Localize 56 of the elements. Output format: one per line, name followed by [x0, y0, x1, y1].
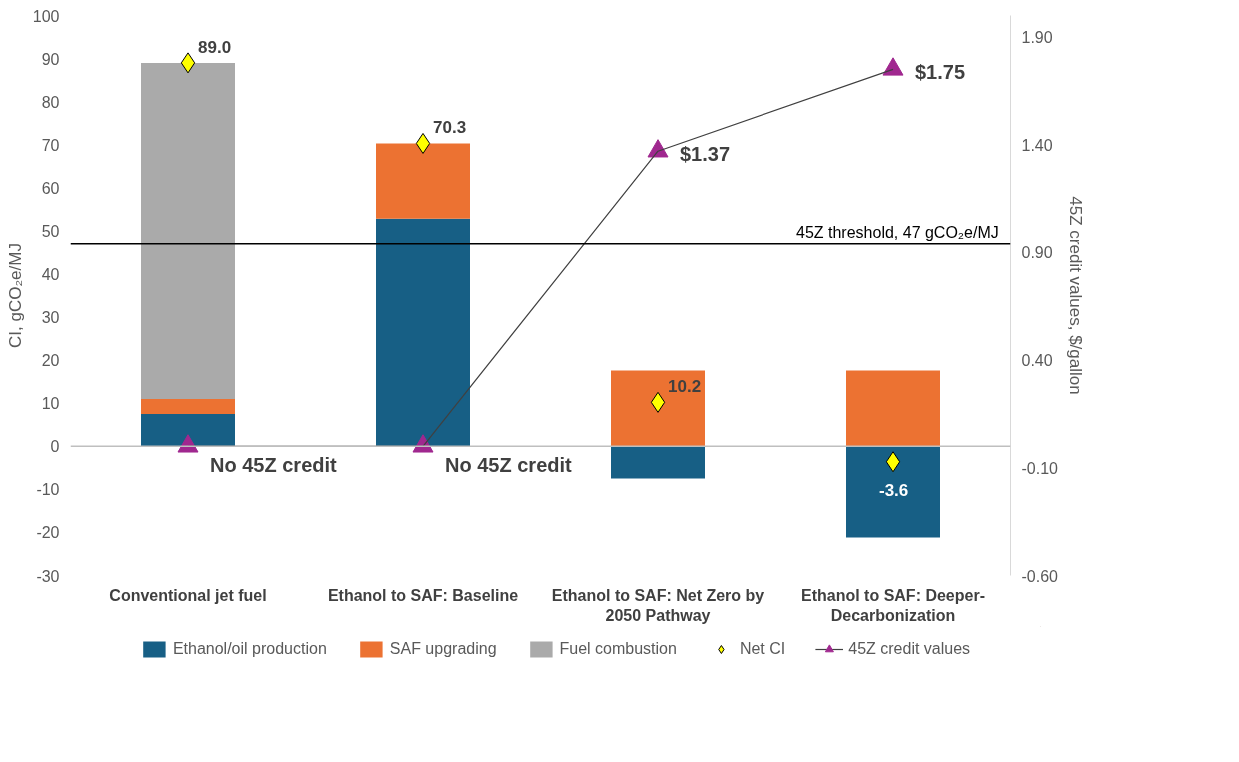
point — [882, 57, 904, 76]
point — [647, 139, 669, 158]
x-tick-label: Ethanol to SAF: Net Zero by 2050 Pathway — [551, 586, 765, 624]
bar — [611, 446, 705, 479]
y-tick-label: 10 — [41, 395, 60, 413]
bar — [611, 370, 705, 447]
data-label: 89.0 — [198, 37, 232, 57]
data-label: -3.6 — [879, 480, 909, 500]
legend-label: 45Z credit values — [848, 639, 971, 658]
y-tick-label: 20 — [41, 352, 60, 370]
y2-axis-title: 45Z credit values, $/gallon — [1065, 196, 1085, 395]
y-tick-label: -10 — [36, 481, 60, 499]
y2-tick-label: 0.40 — [1021, 352, 1053, 370]
y2-tick-label: 1.90 — [1021, 29, 1053, 47]
data-label: 70.3 — [433, 118, 467, 138]
x-tick-label: Ethanol to SAF: Baseline — [327, 586, 519, 604]
y2-tick-label: 1.40 — [1021, 136, 1053, 154]
bar — [846, 446, 940, 538]
legend-label: Ethanol/oil production — [172, 639, 327, 658]
data-label: $1.37 — [680, 143, 731, 166]
y2-tick-label: 0.90 — [1021, 244, 1053, 262]
bar — [376, 143, 470, 219]
y-tick-label: 60 — [41, 179, 60, 197]
y-tick-label: -30 — [36, 567, 60, 585]
point — [180, 52, 196, 74]
bar — [376, 218, 470, 447]
bar — [141, 413, 235, 447]
x-tick-label: Ethanol to SAF: Deeper-Decarbonization — [801, 586, 986, 624]
data-label: No 45Z credit — [445, 454, 573, 477]
data-label: $1.75 — [915, 61, 966, 84]
y-tick-label: 90 — [41, 50, 60, 68]
bar — [141, 398, 235, 414]
y2-tick-label: -0.60 — [1021, 567, 1059, 585]
y-tick-label: 100 — [32, 7, 60, 25]
y-tick-label: 40 — [41, 265, 60, 283]
y-tick-label: 0 — [50, 438, 60, 456]
y-tick-label: 30 — [41, 309, 60, 327]
y-tick-label: 70 — [41, 136, 60, 154]
data-label: No 45Z credit — [210, 454, 338, 477]
x-tick-label: Conventional jet fuel — [109, 586, 267, 604]
y-tick-label: 80 — [41, 93, 60, 111]
data-label: 10.2 — [668, 377, 702, 397]
y-axis-title: CI, gCO₂e/MJ — [5, 243, 25, 348]
y-tick-label: 50 — [41, 222, 60, 240]
bar — [846, 370, 940, 447]
y2-tick-label: -0.10 — [1021, 459, 1059, 477]
ref-line-label: 45Z threshold, 47 gCO₂e/MJ — [796, 223, 999, 241]
legend-label: Net CI — [739, 639, 786, 658]
point — [415, 132, 431, 154]
bar — [141, 62, 235, 399]
legend-label: Fuel combustion — [559, 639, 677, 658]
point — [885, 451, 901, 473]
point — [650, 391, 666, 413]
y-tick-label: -20 — [36, 524, 60, 542]
legend-label: SAF upgrading — [389, 639, 497, 658]
point — [177, 434, 199, 453]
